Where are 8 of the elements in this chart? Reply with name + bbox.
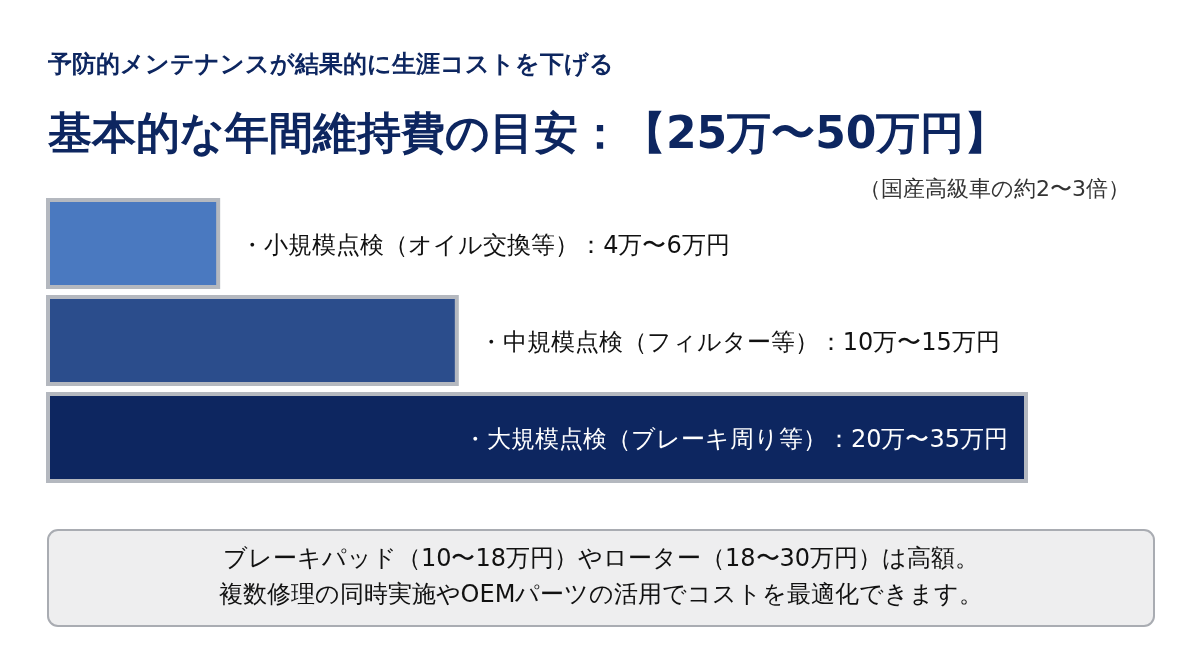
y-tick-label: ・大規模点検（ブレーキ周り等）：20万〜35万円	[462, 424, 1008, 453]
chart-title: 基本的な年間維持費の目安：【25万〜50万円】	[47, 107, 1009, 158]
y-tick-label: ・中規模点検（フィルター等）：10万〜15万円	[478, 327, 1000, 356]
text: 複数修理の同時実施やOEMパーツの活用でコストを最適化できます。	[218, 580, 984, 608]
y-tick-label: ・小規模点検（オイル交換等）：4万〜6万円	[240, 230, 730, 259]
annotation: （国産高級車の約2〜3倍）	[859, 176, 1130, 201]
chart-subtitle: 予防的メンテナンスが結果的に生涯コストを下げる	[47, 50, 614, 78]
text: ブレーキパッド（10〜18万円）やローター（18〜30万円）は高額。	[222, 544, 980, 572]
